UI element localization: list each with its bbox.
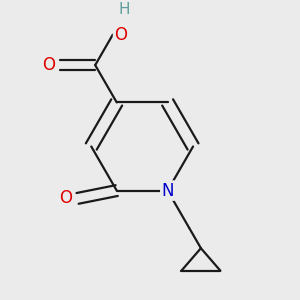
Text: O: O (42, 56, 55, 74)
Text: N: N (161, 182, 174, 200)
Text: O: O (114, 26, 127, 44)
Text: H: H (119, 2, 130, 17)
Text: O: O (59, 189, 72, 207)
